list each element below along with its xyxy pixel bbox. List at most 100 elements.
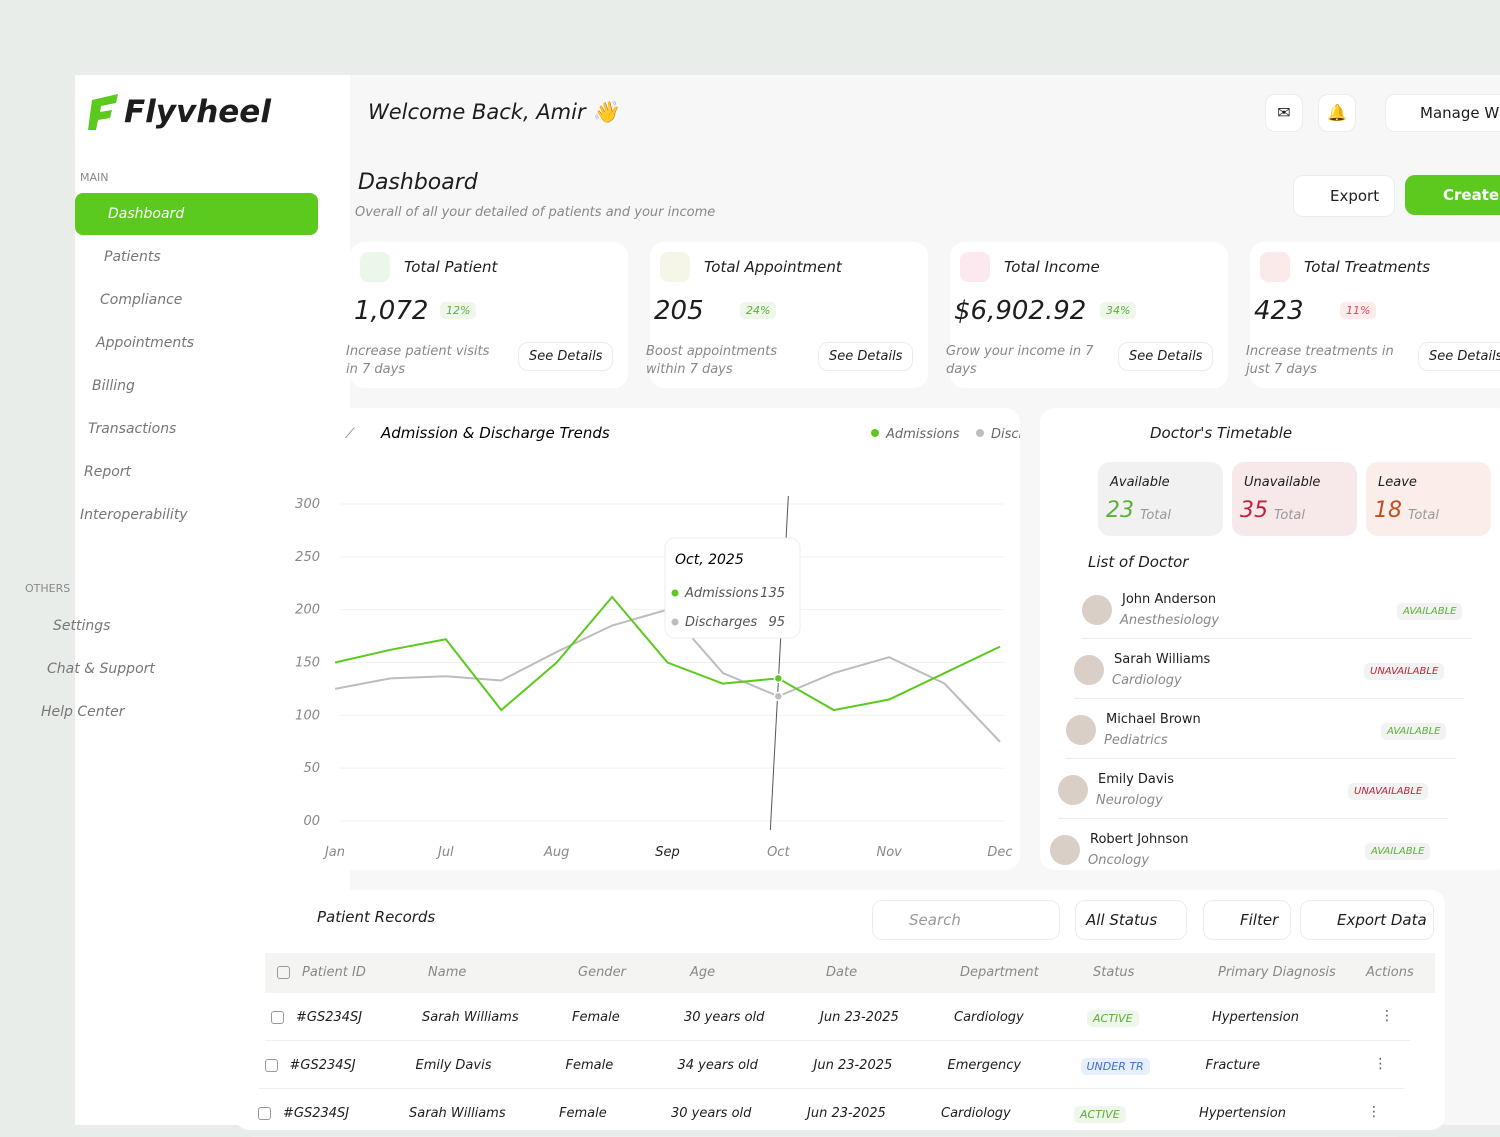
nav-item[interactable]: Patients [104, 249, 161, 265]
y-tick-label: 250 [295, 550, 320, 565]
column-header: Gender [578, 965, 626, 980]
divider [1074, 698, 1464, 699]
nav-item[interactable]: Interoperability [80, 507, 188, 523]
manage-button[interactable]: Manage Wi [1385, 94, 1500, 132]
see-details[interactable]: See Details [1118, 342, 1214, 371]
checkbox [277, 966, 290, 979]
y-tick-label: 00 [303, 814, 320, 829]
nav-item[interactable]: Dashboard [108, 206, 185, 222]
column-header: Actions [1366, 965, 1414, 980]
nav-item[interactable]: Transactions [88, 421, 177, 437]
tooltip-dot [671, 618, 679, 626]
row-actions[interactable]: ⋮ [1380, 1008, 1394, 1024]
tooltip-label: Discharges [685, 615, 757, 630]
search-box[interactable]: Search [872, 900, 1060, 940]
row-actions[interactable]: ⋮ [1373, 1056, 1388, 1072]
x-tick-label: Oct [767, 845, 790, 860]
timetable-title: Doctor's Timetable [1150, 424, 1293, 442]
doctor-specialty: Pediatrics [1104, 733, 1168, 748]
doctor-specialty: Neurology [1096, 793, 1163, 808]
stat-desc: Grow your income in 7 days [946, 344, 1094, 377]
doctor-name: John Anderson [1122, 592, 1217, 607]
y-tick-label: 100 [295, 708, 320, 723]
status-unit: Total [1408, 508, 1439, 523]
stat-desc: Increase treatments in just 7 days [1246, 344, 1394, 377]
tooltip-label: Admissions [684, 586, 759, 601]
column-header: Department [960, 965, 1039, 980]
stat-icon [660, 252, 690, 282]
x-tick-label: Aug [543, 845, 569, 860]
status-select[interactable]: All Status [1075, 900, 1187, 940]
cell: 30 years old [671, 1106, 752, 1121]
cell: 34 years old [677, 1058, 758, 1073]
cell: #GS234SJ [289, 1058, 356, 1073]
y-tick-label: 50 [303, 761, 320, 776]
status-count: 23 [1106, 498, 1134, 523]
x-tick-label: Sep [655, 845, 680, 860]
section-label: OTHERS [25, 582, 71, 595]
cell: Emergency [947, 1058, 1022, 1073]
doctor-status: AVAILABLE [1397, 603, 1463, 620]
tooltip-box [664, 537, 801, 639]
records-title: Patient Records [317, 908, 436, 926]
cell: Sarah Williams [409, 1106, 506, 1121]
cell: Jun 23-2025 [813, 1058, 893, 1073]
nav-item[interactable]: Billing [92, 378, 135, 394]
nav-item[interactable]: Compliance [100, 292, 183, 308]
nav-item[interactable]: Settings [53, 618, 111, 634]
stat-value: 205 [654, 296, 704, 326]
create-button[interactable]: Create N [1405, 175, 1500, 215]
nav-active-bg [75, 193, 318, 235]
see-details[interactable]: See Details [518, 342, 614, 371]
cell: #GS234SJ [283, 1106, 350, 1121]
x-tick-label: Dec [987, 845, 1012, 860]
status-unit: Total [1140, 508, 1171, 523]
section-label: MAIN [80, 171, 109, 184]
doctor-status: AVAILABLE [1381, 723, 1447, 740]
doctor-status: AVAILABLE [1365, 843, 1431, 860]
stat-change: 11% [1340, 302, 1377, 319]
stat-value: 1,072 [354, 296, 429, 326]
chart: Admission & Discharge Trends ⟋ 00 50 100 150 2… [295, 424, 1020, 860]
x-tick-label: Nov [876, 845, 902, 860]
column-header: Date [826, 965, 858, 980]
avatar [1050, 835, 1080, 865]
cell: Emily Davis [415, 1058, 492, 1073]
line-0 [334, 595, 1001, 712]
stat-change: 34% [1100, 302, 1137, 319]
doctor-status: UNAVAILABLE [1348, 783, 1429, 800]
status-card [1098, 462, 1223, 536]
bell-button[interactable]: 🔔 [1318, 94, 1356, 132]
row-actions[interactable]: ⋮ [1367, 1104, 1381, 1120]
status-badge: UNDER TR [1080, 1058, 1150, 1075]
checkbox [264, 1059, 278, 1072]
nav-item[interactable]: Chat & Support [47, 661, 155, 677]
stat-icon [1260, 252, 1290, 282]
divider [1058, 818, 1448, 819]
hover-point [773, 673, 784, 684]
filter-button[interactable]: Filter [1203, 900, 1291, 940]
page-title: Dashboard [358, 170, 478, 195]
doctor-name: Robert Johnson [1090, 832, 1189, 847]
stat-desc: Boost appointments within 7 days [646, 344, 777, 377]
export-data-button[interactable]: Export Data [1300, 900, 1434, 940]
mail-button[interactable]: ✉ [1265, 94, 1303, 132]
see-details[interactable]: See Details [1418, 342, 1500, 371]
status-card [1366, 462, 1491, 536]
status-label: Unavailable [1244, 475, 1321, 490]
chart-card [285, 408, 1020, 870]
stat-change: 12% [440, 302, 477, 319]
legend-dot [871, 429, 879, 437]
nav-item[interactable]: Help Center [41, 704, 125, 720]
export-button[interactable]: Export [1293, 175, 1395, 217]
cell: Hypertension [1212, 1010, 1299, 1025]
row-divider [265, 1040, 1410, 1041]
doctor-status: UNAVAILABLE [1364, 663, 1445, 680]
cell: Jun 23-2025 [820, 1010, 899, 1025]
status-unit: Total [1274, 508, 1305, 523]
see-details[interactable]: See Details [818, 342, 914, 371]
nav-item[interactable]: Appointments [96, 335, 195, 351]
stat-title: Total Patient [404, 258, 498, 276]
list-title: List of Doctor [1088, 553, 1189, 571]
nav-item[interactable]: Report [84, 464, 132, 480]
